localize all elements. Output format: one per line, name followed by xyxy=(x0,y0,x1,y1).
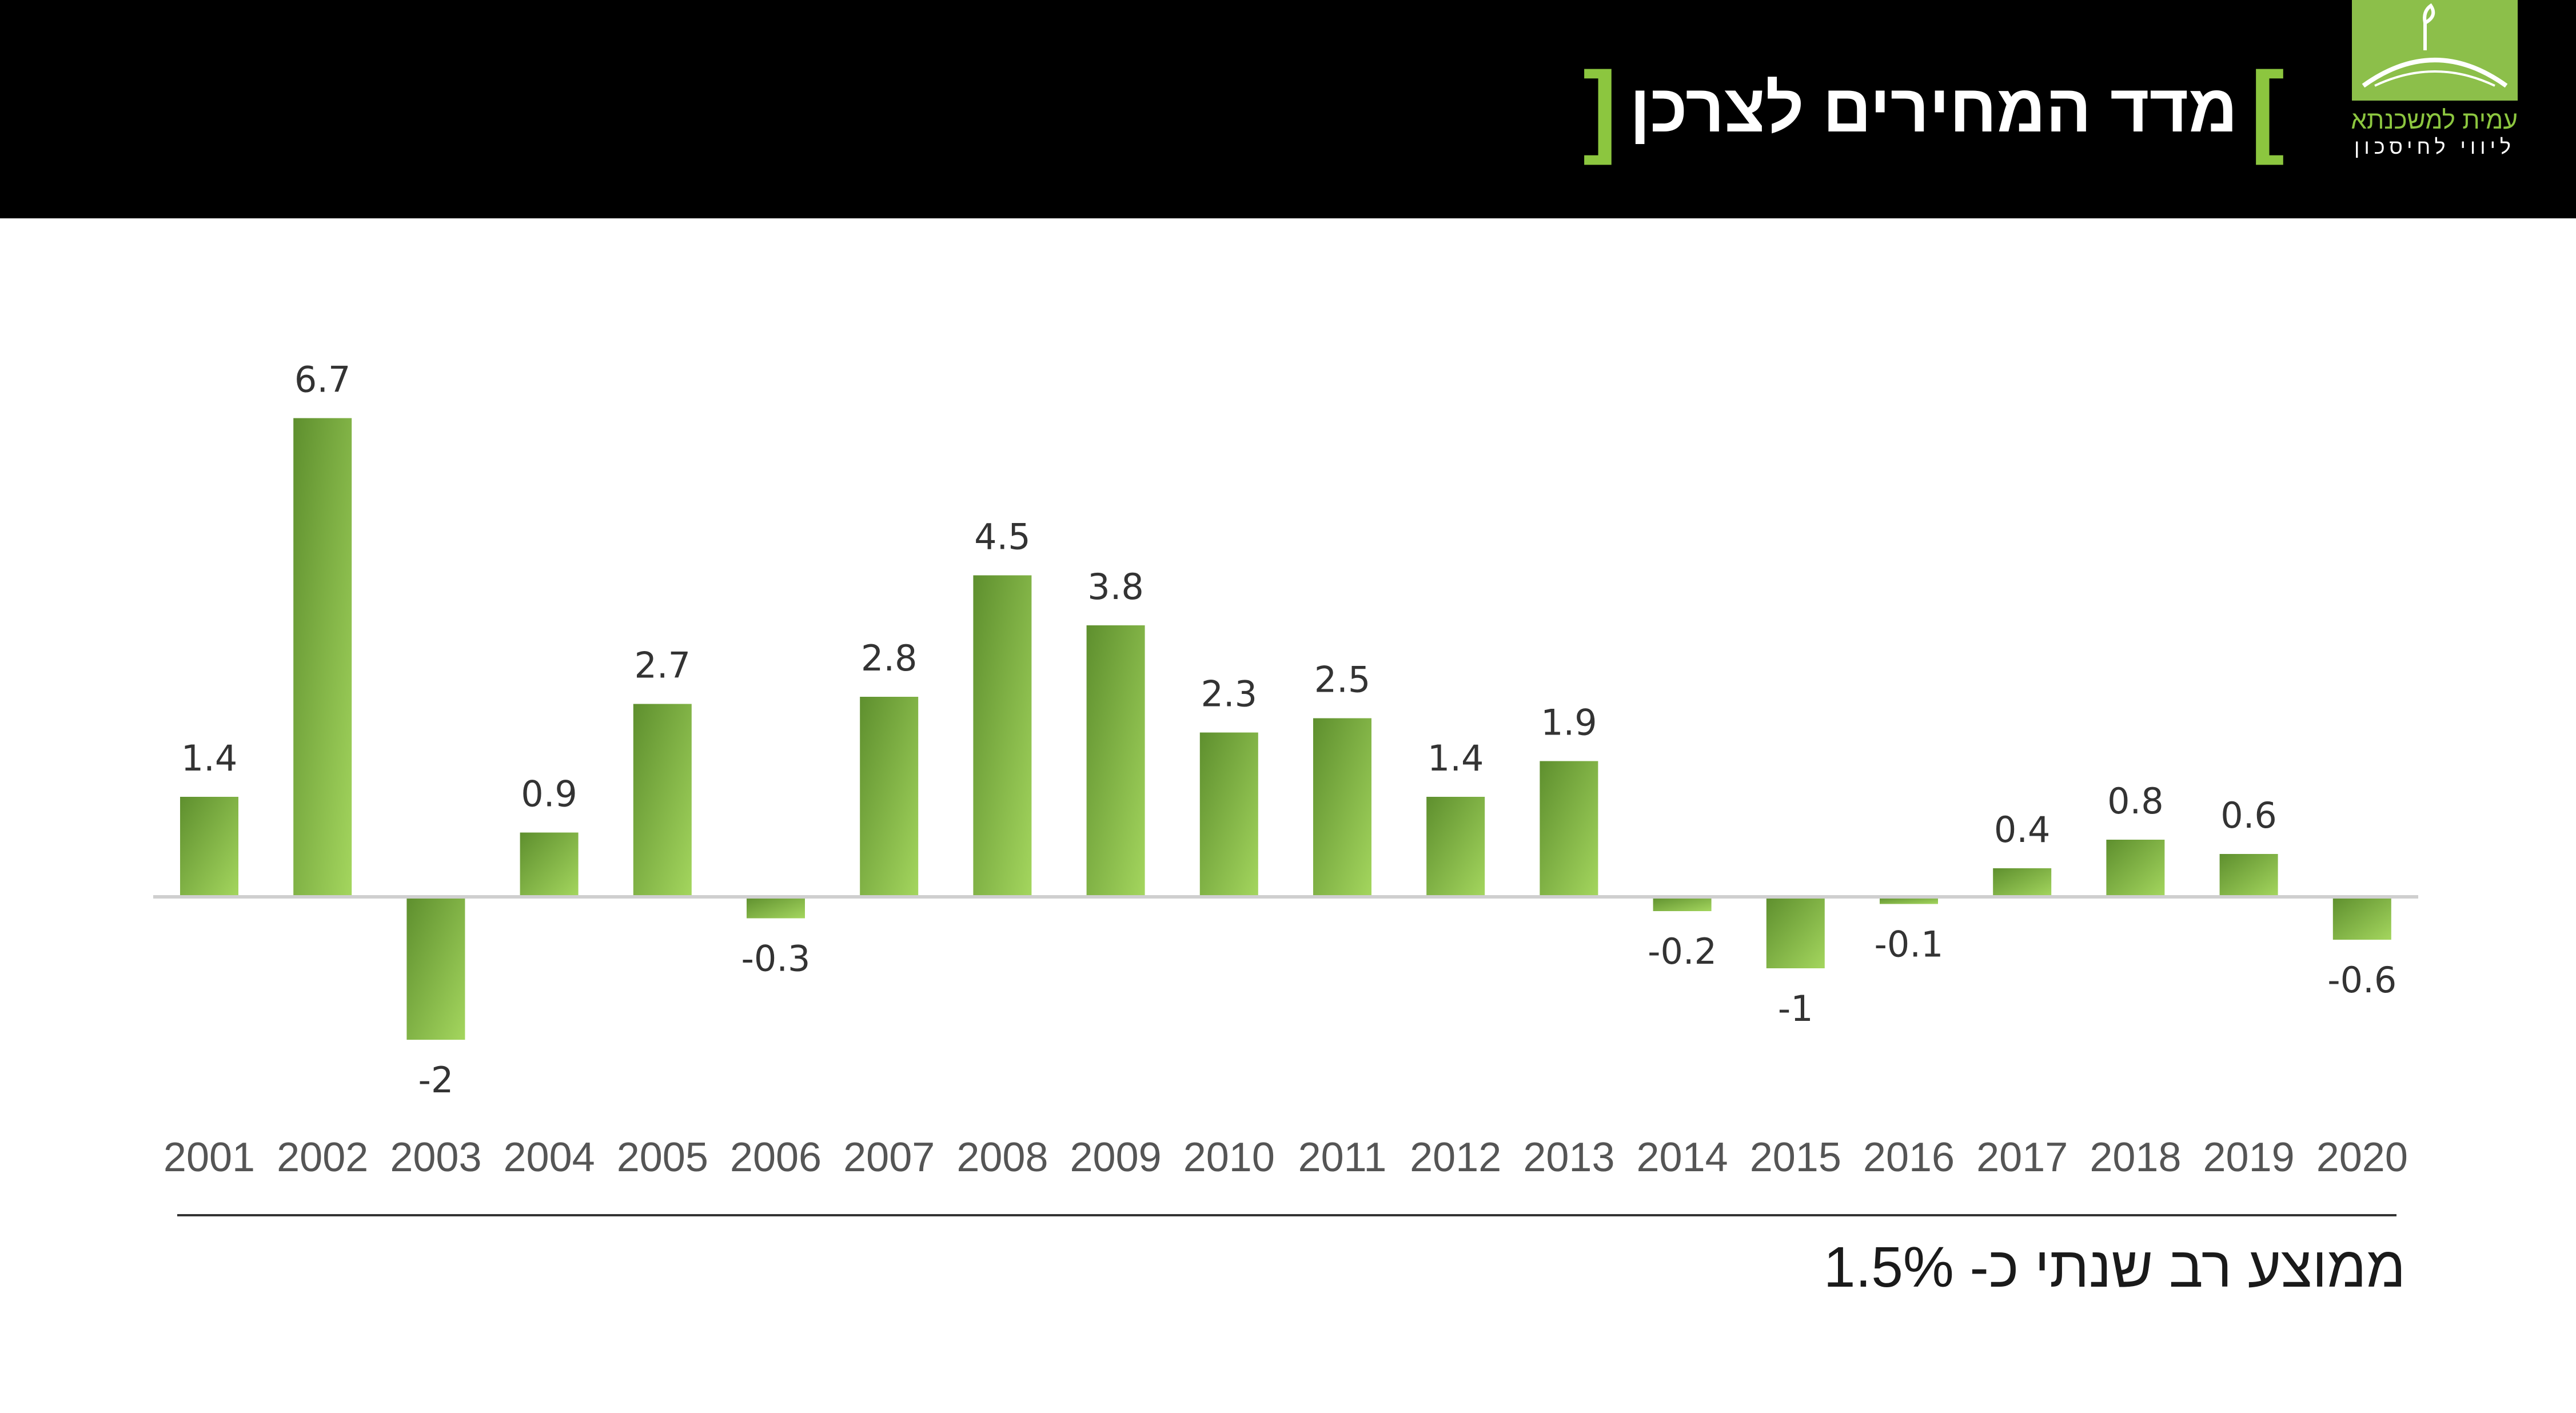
data-label-2002: 6.7 xyxy=(294,359,351,401)
data-label-2011: 2.5 xyxy=(1314,659,1371,701)
x-tick-label-2020: 2020 xyxy=(2316,1135,2408,1180)
bar-2003 xyxy=(406,897,465,1040)
data-label-2015: -1 xyxy=(1778,988,1813,1029)
bar-2015 xyxy=(1766,897,1825,968)
bar-2008 xyxy=(973,575,1032,897)
bar-2001 xyxy=(180,797,238,897)
data-label-2014: -0.2 xyxy=(1648,931,1717,972)
x-tick-label-2002: 2002 xyxy=(277,1135,368,1180)
x-tick-label-2006: 2006 xyxy=(730,1135,822,1180)
bar-2011 xyxy=(1313,718,1371,897)
data-label-2013: 1.9 xyxy=(1541,702,1597,744)
data-label-2004: 0.9 xyxy=(521,773,577,815)
data-label-2005: 2.7 xyxy=(634,645,691,686)
data-label-2009: 3.8 xyxy=(1087,566,1144,608)
data-label-2003: -2 xyxy=(418,1059,453,1101)
company-logo: עמית למשכנתא ליווי לחיסכון xyxy=(2351,0,2518,158)
bar-chart: 1.4 6.7 -2 0.9 2.7 -0.3 2.8 4.5 3.8 2.3 2.5 1.4 1.9 -… xyxy=(153,359,2418,1180)
bar-2005 xyxy=(633,704,692,897)
header-bar xyxy=(0,0,2576,218)
bar-2019 xyxy=(2219,854,2278,897)
x-tick-label-2003: 2003 xyxy=(390,1135,481,1180)
bar-2006 xyxy=(747,897,805,919)
data-label-2012: 1.4 xyxy=(1427,737,1484,779)
x-tick-label-2005: 2005 xyxy=(617,1135,708,1180)
page-title: ] מדד המחירים לצרכן [ xyxy=(1583,57,2284,160)
data-label-2017: 0.4 xyxy=(1994,809,2051,851)
logo-roof-icon xyxy=(2362,3,2508,88)
average-note: ממוצע רב שנתי כ- 1.5% xyxy=(1823,1235,2406,1299)
data-label-2019: 0.6 xyxy=(2220,795,2277,836)
x-tick-label-2013: 2013 xyxy=(1523,1135,1614,1180)
x-tick-label-2015: 2015 xyxy=(1750,1135,1841,1180)
bar-2010 xyxy=(1199,732,1258,897)
bar-2007 xyxy=(860,697,919,897)
bar-2012 xyxy=(1426,797,1485,897)
bar-2016 xyxy=(1880,897,1938,904)
bar-2009 xyxy=(1086,625,1145,897)
bar-2014 xyxy=(1653,897,1712,911)
x-tick-label-2016: 2016 xyxy=(1863,1135,1955,1180)
logo-tagline: ליווי לחיסכון xyxy=(2354,135,2515,158)
bar-2004 xyxy=(520,832,579,897)
data-label-2018: 0.8 xyxy=(2107,780,2164,822)
bar-2017 xyxy=(1993,868,2052,897)
x-tick-label-2018: 2018 xyxy=(2089,1135,2181,1180)
x-tick-label-2017: 2017 xyxy=(1976,1135,2068,1180)
bar-2002 xyxy=(293,418,352,897)
data-label-2001: 1.4 xyxy=(181,737,238,779)
data-label-2008: 4.5 xyxy=(974,516,1031,558)
x-tick-label-2001: 2001 xyxy=(164,1135,255,1180)
x-tick-label-2008: 2008 xyxy=(956,1135,1048,1180)
x-tick-label-2012: 2012 xyxy=(1410,1135,1501,1180)
data-label-2007: 2.8 xyxy=(861,637,918,679)
bar-2018 xyxy=(2106,840,2165,897)
x-tick-label-2019: 2019 xyxy=(2203,1135,2295,1180)
x-tick-label-2007: 2007 xyxy=(843,1135,935,1180)
x-tick-label-2009: 2009 xyxy=(1070,1135,1162,1180)
footer-divider xyxy=(177,1214,2396,1216)
logo-emblem xyxy=(2352,0,2518,101)
data-label-2016: -0.1 xyxy=(1875,924,1944,965)
data-label-2020: -0.6 xyxy=(2327,959,2396,1001)
x-tick-label-2014: 2014 xyxy=(1637,1135,1728,1180)
chart-title: מדד המחירים לצרכן xyxy=(1629,71,2238,146)
x-tick-label-2011: 2011 xyxy=(1298,1135,1387,1180)
title-bracket-left: [ xyxy=(1582,51,1617,166)
data-label-2010: 2.3 xyxy=(1201,673,1257,715)
logo-name: עמית למשכנתא xyxy=(2351,106,2518,134)
title-bracket-right: ] xyxy=(2250,51,2284,166)
data-label-2006: -0.3 xyxy=(741,938,811,980)
x-tick-label-2010: 2010 xyxy=(1183,1135,1275,1180)
bar-2020 xyxy=(2332,897,2391,940)
bar-2013 xyxy=(1540,761,1598,897)
x-tick-label-2004: 2004 xyxy=(504,1135,595,1180)
